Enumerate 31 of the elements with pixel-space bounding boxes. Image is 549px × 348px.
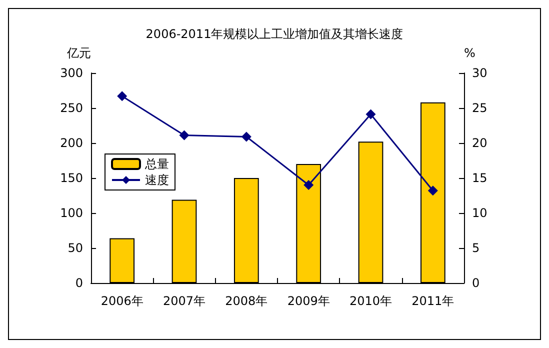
point: [366, 109, 376, 120]
point: [117, 91, 128, 102]
y-tick-label: 200: [60, 136, 83, 150]
legend-label: 总量: [144, 157, 169, 171]
y-axis-title: 亿元: [66, 46, 91, 60]
x-tick-label: 2007年: [162, 294, 206, 308]
y2-tick-label: 5: [472, 241, 480, 255]
y2-tick-label: 25: [472, 101, 488, 115]
point: [241, 132, 252, 142]
chart-title: 2006-2011年规模以上工业增加值及其增长速度: [146, 27, 404, 41]
y-tick-label: 250: [60, 101, 83, 115]
point: [428, 186, 438, 196]
legend-label: 速度: [145, 173, 169, 187]
y2-tick-label: 10: [472, 206, 488, 220]
x-tick-label: 2008年: [225, 294, 268, 308]
y2-axis-title: %: [464, 46, 476, 60]
x-tick-label: 2011年: [412, 294, 454, 308]
point: [304, 180, 314, 190]
x-tick-label: 2010年: [349, 294, 392, 308]
y2-tick-label: 15: [472, 171, 488, 185]
y-tick-label: 100: [60, 206, 83, 220]
point: [179, 130, 190, 140]
y-tick-label: 0: [75, 276, 83, 290]
x-tick-label: 2006年: [100, 294, 144, 308]
y2-tick-label: 20: [472, 136, 488, 150]
y-tick-label: 150: [60, 171, 83, 185]
y-tick-label: 50: [68, 241, 83, 255]
y2-tick-label: 30: [472, 66, 488, 80]
y-tick-label: 300: [60, 66, 83, 80]
y2-tick-label: 0: [472, 276, 480, 290]
x-tick-label: 2009年: [287, 294, 330, 308]
